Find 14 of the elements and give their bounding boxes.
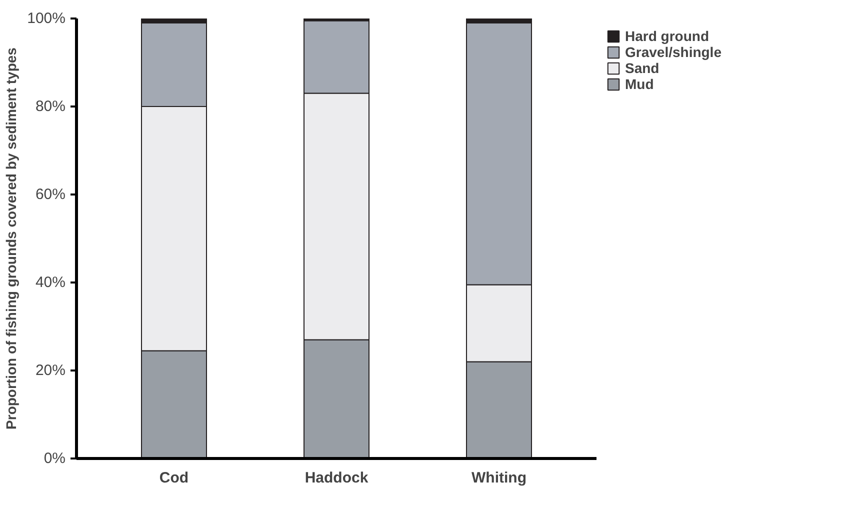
legend-label: Mud [625, 76, 654, 92]
y-tick-label: 80% [35, 98, 66, 115]
y-tick-label: 60% [35, 186, 66, 203]
y-tick-label: 100% [27, 10, 66, 27]
legend-label: Hard ground [625, 28, 709, 44]
x-tick-label: Whiting [472, 470, 526, 486]
y-tick-label: 0% [44, 450, 66, 467]
y-axis-title: Proportion of fishing grounds covered by sediment types [3, 47, 20, 430]
legend-label: Gravel/shingle [625, 44, 722, 60]
y-tick-label: 20% [35, 362, 66, 379]
legend-label: Sand [625, 60, 660, 76]
x-tick-label: Haddock [304, 470, 369, 486]
x-tick-label: Cod [159, 470, 189, 486]
y-tick-label: 40% [35, 274, 66, 291]
